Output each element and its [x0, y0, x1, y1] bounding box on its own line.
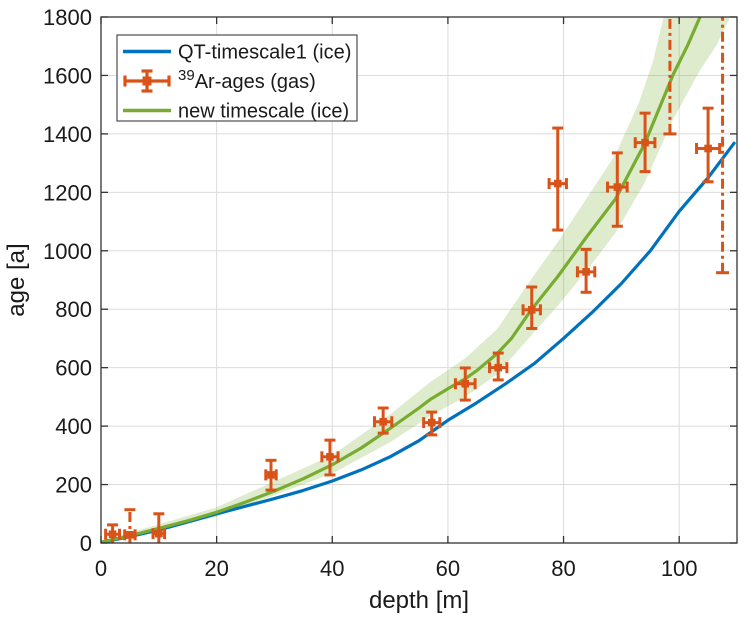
errorbar-point [123, 508, 137, 543]
legend: QT-timescale1 (ice) 39Ar-ages (gas) new ti… [116, 34, 358, 123]
errorbar-point [453, 366, 477, 402]
qt-timescale1-line [101, 141, 736, 543]
censored-errorbar [663, 17, 677, 136]
new-timescale-uncertainty-band [101, 17, 731, 543]
legend-errorbar-marker [142, 76, 152, 86]
errorbar-point [605, 151, 629, 228]
gridlines [100, 16, 737, 544]
data-marker [427, 418, 436, 427]
errorbar-point [422, 410, 442, 437]
data-marker [582, 268, 590, 276]
legend-entry: QT-timescale1 (ice) [123, 42, 351, 64]
tick-labels: 0 20 40 60 80 1000200400600800100012001400160… [43, 5, 697, 581]
data-marker [641, 138, 649, 147]
y-tick-label: 600 [55, 356, 92, 381]
legend-label: 39Ar-ages (gas) [178, 67, 316, 93]
errorbar-point [151, 512, 167, 543]
data-marker [527, 306, 536, 314]
new-timescale-line [101, 17, 702, 543]
errorbar-point [575, 247, 597, 294]
data-marker [126, 531, 134, 539]
x-tick-label: 20 [204, 556, 228, 581]
x-tick-label: 100 [661, 556, 698, 581]
y-tick-label: 1000 [43, 239, 92, 264]
y-tick-label: 1600 [43, 63, 92, 88]
timescale-curves [101, 17, 736, 543]
plot-border [100, 16, 738, 544]
errorbar-point [372, 406, 394, 435]
y-tick-label: 800 [55, 297, 92, 322]
errorbar-point [521, 285, 542, 331]
errorbar-point [320, 438, 340, 477]
x-tick-label: 60 [436, 556, 460, 581]
x-tick-label: 80 [551, 556, 575, 581]
y-tick-label: 1400 [43, 122, 92, 147]
data-marker [494, 363, 503, 372]
errorbar-point [633, 111, 657, 174]
y-tick-label: 0 [80, 531, 92, 556]
uncertainty-band [101, 17, 731, 543]
errorbar-point [264, 458, 278, 492]
y-tick-label: 1200 [43, 180, 92, 205]
y-axis-label: age [a] [3, 243, 30, 316]
legend-label: new timescale (ice) [178, 101, 349, 123]
data-marker [155, 529, 163, 538]
data-marker [613, 183, 622, 191]
data-marker [461, 379, 470, 388]
data-marker [326, 452, 334, 461]
errorbar-point [695, 106, 722, 184]
legend-label: QT-timescale1 (ice) [178, 42, 351, 64]
legend-entry: new timescale (ice) [123, 101, 349, 123]
y-tick-label: 1800 [43, 5, 92, 30]
y-tick-label: 200 [55, 473, 92, 498]
x-tick-label: 0 [95, 556, 107, 581]
data-marker [379, 417, 387, 426]
data-marker [704, 144, 712, 153]
axes-box [100, 16, 738, 544]
ar-age-errorbars [104, 17, 730, 543]
data-marker [553, 179, 562, 188]
errorbar-point [104, 523, 122, 543]
data-marker [108, 530, 117, 539]
y-tick-label: 400 [55, 414, 92, 439]
censored-errorbar [716, 17, 730, 275]
x-tick-label: 40 [320, 556, 344, 581]
data-marker [267, 471, 275, 479]
legend-entry: 39Ar-ages (gas) [123, 67, 316, 93]
x-axis-label: depth [m] [369, 587, 469, 614]
errorbar-point [488, 351, 509, 382]
errorbar-point [547, 126, 568, 232]
legend-box [116, 34, 358, 122]
